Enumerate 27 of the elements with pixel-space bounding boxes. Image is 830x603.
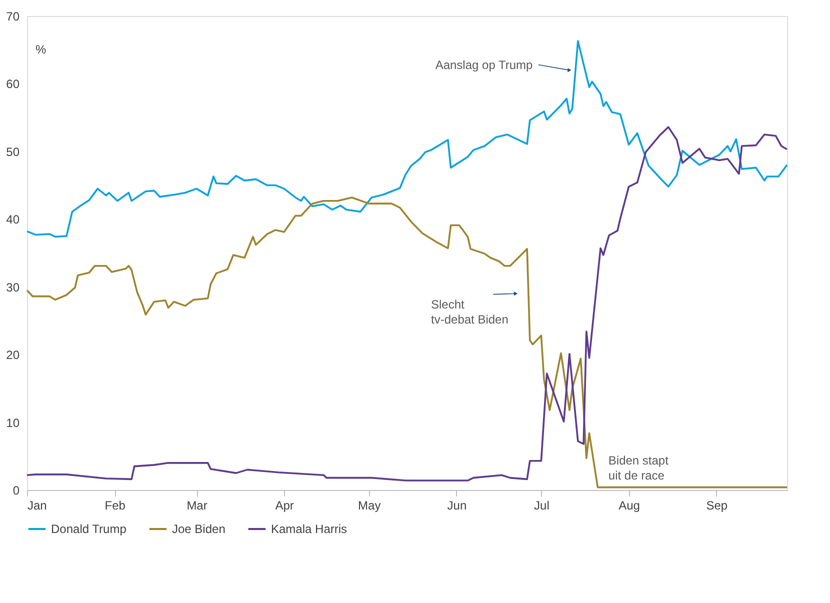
x-tick-label: May [358, 498, 381, 512]
y-axis-title: % [36, 42, 46, 56]
y-tick-label: 0 [12, 484, 20, 498]
x-tick-label: Jul [534, 498, 550, 512]
annotation: Biden stapt uit de race [608, 454, 670, 483]
line-series [26, 126, 788, 482]
x-tick-label: Feb [104, 498, 126, 512]
legend-label: Joe Biden [172, 522, 226, 536]
x-tick-label: Mar [186, 498, 208, 512]
x-tick-label: Aug [618, 498, 640, 512]
legend-label: Donald Trump [51, 522, 127, 536]
annotation: Aanslag op Trump [435, 58, 534, 72]
x-tick-label: Jan [28, 498, 47, 512]
y-tick-label: 20 [6, 348, 20, 362]
y-tick-label: 50 [6, 144, 20, 159]
line-series [26, 40, 788, 238]
x-tick-label: Jun [447, 498, 467, 512]
line-series [26, 196, 788, 488]
y-tick-label: 30 [6, 280, 20, 294]
x-tick-label: Apr [275, 498, 294, 512]
y-tick-label: 70 [6, 10, 20, 24]
legend-label: Kamala Harris [271, 522, 348, 536]
y-tick-label: 40 [6, 212, 20, 227]
annotation: Slecht tv-debat Biden [431, 297, 508, 326]
y-tick-label: 10 [6, 416, 20, 430]
x-tick-label: Sep [706, 498, 728, 512]
y-tick-label: 60 [6, 77, 20, 92]
